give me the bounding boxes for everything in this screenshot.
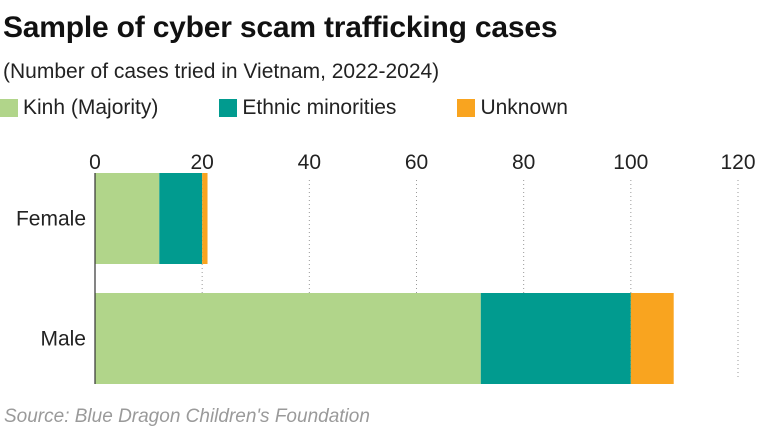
x-tick-label-60: 60 bbox=[405, 151, 428, 174]
legend-item-unknown: Unknown bbox=[457, 96, 568, 120]
x-tick-label-0: 0 bbox=[89, 151, 101, 174]
category-label-male: Male bbox=[40, 328, 86, 351]
bar-male-kinh-majority bbox=[95, 293, 481, 384]
bar-male-ethnic-minorities bbox=[480, 293, 631, 384]
x-tick-label-40: 40 bbox=[298, 151, 321, 174]
x-tick-label-120: 120 bbox=[720, 151, 755, 174]
legend-swatch-unknown bbox=[457, 99, 476, 117]
legend-item-ethnic-minorities: Ethnic minorities bbox=[219, 96, 396, 120]
bar-female-unknown bbox=[202, 173, 208, 264]
legend-label-unknown: Unknown bbox=[480, 96, 568, 119]
chart-title: Sample of cyber scam trafficking cases bbox=[3, 11, 558, 44]
source-note: Source: Blue Dragon Children's Foundatio… bbox=[4, 406, 370, 427]
bar-female-ethnic-minorities bbox=[159, 173, 203, 264]
legend: Kinh (Majority) Ethnic minorities Unknow… bbox=[0, 96, 629, 120]
category-label-female: Female bbox=[16, 208, 86, 231]
legend-swatch-kinh bbox=[0, 99, 18, 117]
chart-subtitle: (Number of cases tried in Vietnam, 2022-… bbox=[3, 60, 440, 83]
legend-label-ethnic-minorities: Ethnic minorities bbox=[242, 96, 397, 119]
bar-female-kinh-majority bbox=[95, 173, 160, 264]
x-tick-label-20: 20 bbox=[190, 151, 213, 174]
legend-label-kinh: Kinh (Majority) bbox=[23, 96, 159, 119]
legend-swatch-ethnic-minorities bbox=[219, 99, 238, 117]
bar-male-unknown bbox=[630, 293, 674, 384]
x-tick-label-100: 100 bbox=[613, 151, 648, 174]
x-tick-label-80: 80 bbox=[512, 151, 535, 174]
legend-item-kinh: Kinh (Majority) bbox=[0, 96, 158, 120]
